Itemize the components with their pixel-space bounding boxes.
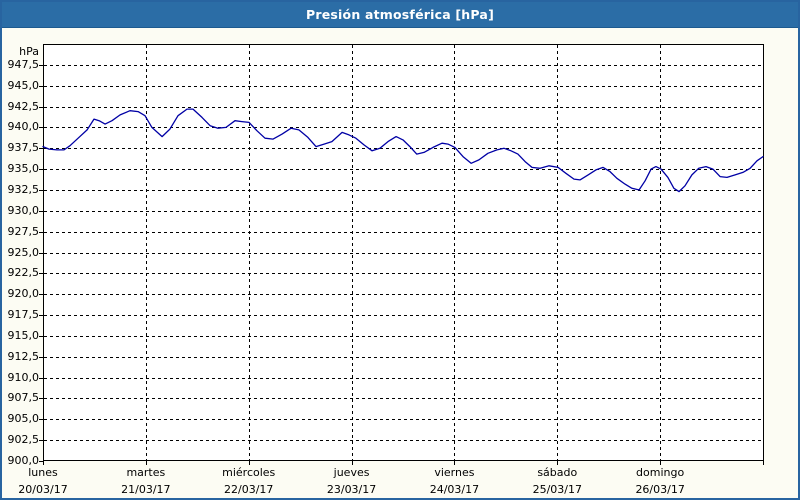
y-tick-label: 912,5: [7, 349, 40, 363]
y-tick-label: 917,5: [7, 308, 40, 322]
y-tick-label: 927,5: [7, 224, 40, 238]
x-date-label: 25/03/17: [532, 483, 582, 496]
y-tick-label: 920,0: [7, 287, 40, 301]
x-day-label: miércoles: [222, 466, 276, 479]
y-tick-label: 925,0: [7, 245, 40, 259]
y-tick-label: 902,5: [7, 433, 40, 447]
y-tick-label: 905,0: [7, 412, 40, 426]
plot-area: [38, 44, 764, 467]
x-date-label: 23/03/17: [326, 483, 377, 496]
x-date-label: 24/03/17: [429, 483, 480, 496]
x-date-label: 26/03/17: [635, 483, 685, 496]
x-date-label: 22/03/17: [224, 483, 274, 496]
x-day-label: martes: [126, 466, 166, 479]
y-tick-label: 910,0: [7, 370, 40, 384]
x-date-label: 21/03/17: [121, 483, 171, 496]
y-tick-label: 945,0: [7, 78, 40, 92]
plot-background: [43, 44, 764, 461]
x-day-label: sábado: [537, 466, 578, 479]
y-tick-label: 935,0: [7, 162, 40, 176]
y-tick-label: 947,5: [7, 57, 40, 71]
y-tick-label: 915,0: [7, 328, 40, 342]
pressure-series-path: [42, 108, 764, 193]
pressure-line: [42, 108, 764, 193]
y-tick-label: 937,5: [7, 141, 40, 155]
x-day-label: viernes: [434, 466, 475, 479]
plot-svg: [39, 44, 764, 465]
title-bar: Presión atmosférica [hPa]: [2, 2, 798, 28]
y-tick-label: 942,5: [7, 99, 40, 113]
y-axis-unit-label: hPa: [19, 45, 39, 58]
x-day-label: lunes: [28, 466, 58, 479]
x-date-label: 20/03/17: [18, 483, 68, 496]
y-tick-label: 932,5: [7, 182, 40, 196]
y-tick-label: 930,0: [7, 203, 40, 217]
chart-title: Presión atmosférica [hPa]: [306, 7, 494, 22]
y-tick-label: 907,5: [7, 391, 40, 405]
axis-ticks: [39, 65, 764, 465]
y-tick-label: 940,0: [7, 120, 40, 134]
y-tick-label: 900,0: [7, 454, 40, 467]
x-day-label: domingo: [636, 466, 685, 479]
y-tick-label: 922,5: [7, 266, 40, 280]
x-day-label: jueves: [333, 466, 370, 479]
